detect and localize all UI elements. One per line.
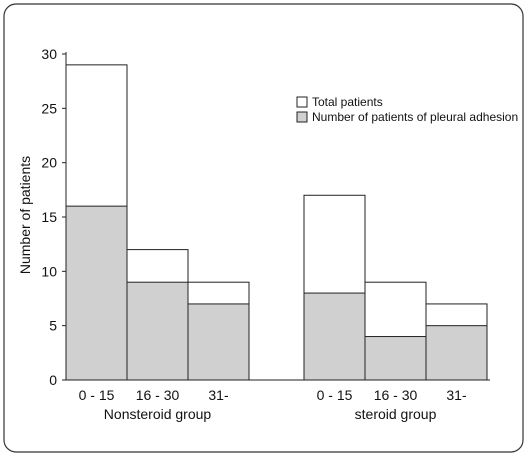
y-axis-ticks: 0 5 10 15 20 25 30	[41, 46, 66, 388]
x-tick-label: 0 - 15	[79, 387, 115, 403]
bar-adhesion	[425, 325, 488, 381]
x-tick-label: 31-	[208, 387, 229, 403]
y-tick-label: 30	[41, 46, 57, 62]
x-axis-labels: 0 - 15 16 - 30 31- Nonsteroid group 0 - 15 16…	[79, 387, 467, 422]
bars-layer	[65, 64, 488, 381]
y-tick-label: 20	[41, 155, 57, 171]
x-tick-label: 0 - 15	[317, 387, 353, 403]
x-tick-label: 16 - 30	[374, 387, 418, 403]
bar-adhesion	[303, 292, 366, 381]
bar-adhesion	[126, 281, 189, 381]
x-tick-label: 16 - 30	[136, 387, 180, 403]
legend-label-total: Total patients	[312, 95, 383, 109]
legend-swatch-total	[296, 96, 308, 108]
legend-label-adhesion: Number of patients of pleural adhesion	[312, 110, 518, 124]
y-tick-label: 10	[41, 263, 57, 279]
legend: Total patients Number of patients of ple…	[296, 95, 518, 124]
legend-swatch-adhesion	[296, 111, 308, 123]
y-tick-label: 0	[49, 372, 57, 388]
y-axis-label: Number of patients	[17, 156, 33, 274]
y-tick-label: 25	[41, 100, 57, 116]
bar-adhesion	[187, 303, 250, 381]
bar-adhesion	[65, 205, 128, 381]
x-group-label: Nonsteroid group	[104, 406, 212, 422]
x-group-label: steroid group	[355, 406, 437, 422]
y-tick-label: 5	[49, 318, 57, 334]
x-tick-label: 31-	[446, 387, 467, 403]
y-tick-label: 15	[41, 209, 57, 225]
bar-adhesion	[364, 336, 427, 381]
